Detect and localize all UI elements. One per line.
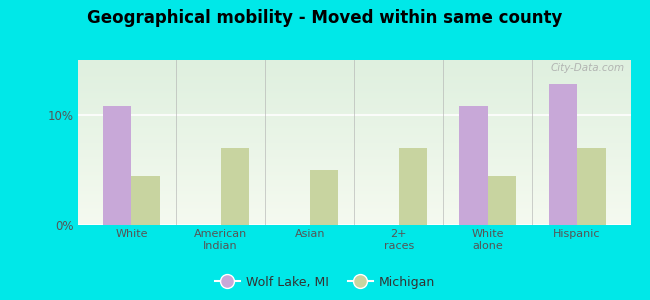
Bar — [577, 148, 606, 225]
Bar — [549, 84, 577, 225]
Text: Geographical mobility - Moved within same county: Geographical mobility - Moved within sam… — [87, 9, 563, 27]
Bar — [309, 170, 338, 225]
Legend: Wolf Lake, MI, Michigan: Wolf Lake, MI, Michigan — [210, 271, 440, 294]
Bar — [488, 176, 517, 225]
Bar — [399, 148, 427, 225]
Bar — [220, 148, 249, 225]
Bar — [460, 106, 488, 225]
Bar — [131, 176, 160, 225]
Text: City-Data.com: City-Data.com — [551, 63, 625, 73]
Bar — [103, 106, 131, 225]
